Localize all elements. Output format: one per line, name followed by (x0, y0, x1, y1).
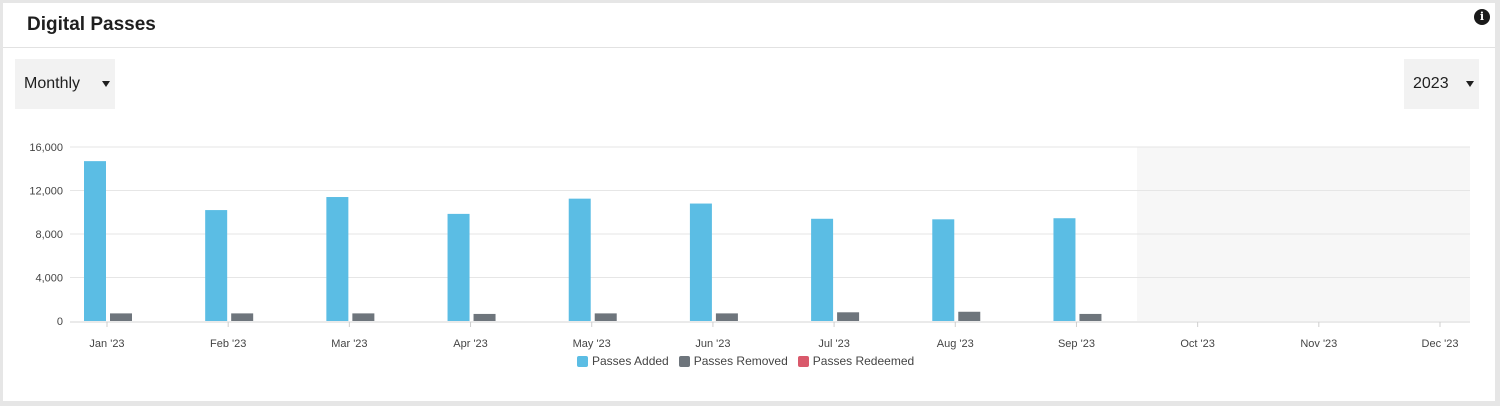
legend-item-passes-redeemed[interactable]: Passes Redeemed (797, 354, 915, 368)
x-tick-label: Apr '23 (453, 338, 488, 350)
legend-swatch-passes-redeemed (797, 355, 809, 367)
bar-passes-added (568, 198, 591, 321)
bar-passes-added (1053, 218, 1076, 321)
bar-passes-added (84, 161, 106, 321)
bar-passes-added (811, 218, 834, 321)
bar-passes-removed (715, 313, 738, 321)
caret-down-icon (102, 81, 110, 87)
legend-label-passes-redeemed: Passes Redeemed (812, 354, 915, 368)
y-tick-label: 0 (57, 316, 63, 328)
bar-passes-added (932, 219, 955, 321)
y-tick-label: 4,000 (35, 273, 63, 285)
y-tick-label: 12,000 (29, 186, 63, 198)
legend-label-passes-removed: Passes Removed (693, 354, 788, 368)
x-tick-label: May '23 (573, 338, 611, 350)
bar-passes-removed (837, 312, 860, 321)
year-dropdown-value: 2023 (1413, 75, 1449, 92)
legend-item-passes-removed[interactable]: Passes Removed (678, 354, 788, 368)
x-tick-label: Jun '23 (695, 338, 730, 350)
bar-passes-added (326, 197, 349, 321)
bar-passes-added (689, 203, 712, 321)
bar-passes-added (447, 213, 470, 321)
bar-passes-removed (110, 313, 132, 321)
bar-passes-removed (231, 313, 254, 321)
x-tick-label: Feb '23 (210, 338, 246, 350)
x-tick-label: Jul '23 (818, 338, 849, 350)
x-tick-label: Mar '23 (331, 338, 367, 350)
legend-swatch-passes-added (577, 355, 588, 367)
y-tick-label: 8,000 (35, 229, 63, 241)
x-tick-label: Jan '23 (89, 338, 124, 350)
bar-passes-removed (958, 311, 981, 321)
x-tick-label: Sep '23 (1058, 338, 1095, 350)
card-title: Digital Passes (27, 14, 156, 35)
card-header: Digital Passes i (3, 3, 1495, 48)
x-tick-label: Nov '23 (1300, 338, 1337, 350)
period-dropdown-value: Monthly (24, 75, 81, 92)
bar-passes-removed (473, 313, 496, 321)
bar-passes-removed (594, 313, 617, 321)
bar-passes-removed (1079, 313, 1102, 321)
caret-down-icon (1466, 81, 1474, 87)
legend-item-passes-added[interactable]: Passes Added (577, 354, 669, 368)
chart-legend: Passes Added Passes Removed Passes Redee… (577, 353, 924, 369)
info-icon[interactable]: i (1474, 9, 1490, 25)
x-tick-label: Aug '23 (937, 338, 974, 350)
x-tick-label: Oct '23 (1180, 338, 1215, 350)
x-tick-label: Dec '23 (1422, 338, 1459, 350)
y-tick-label: 16,000 (29, 142, 63, 154)
period-dropdown[interactable]: Monthly (15, 59, 115, 109)
legend-swatch-passes-removed (678, 355, 690, 367)
year-dropdown[interactable]: 2023 (1404, 59, 1479, 109)
legend-label-passes-added: Passes Added (592, 354, 669, 368)
bar-passes-removed (352, 313, 375, 321)
bar-passes-added (205, 210, 228, 321)
